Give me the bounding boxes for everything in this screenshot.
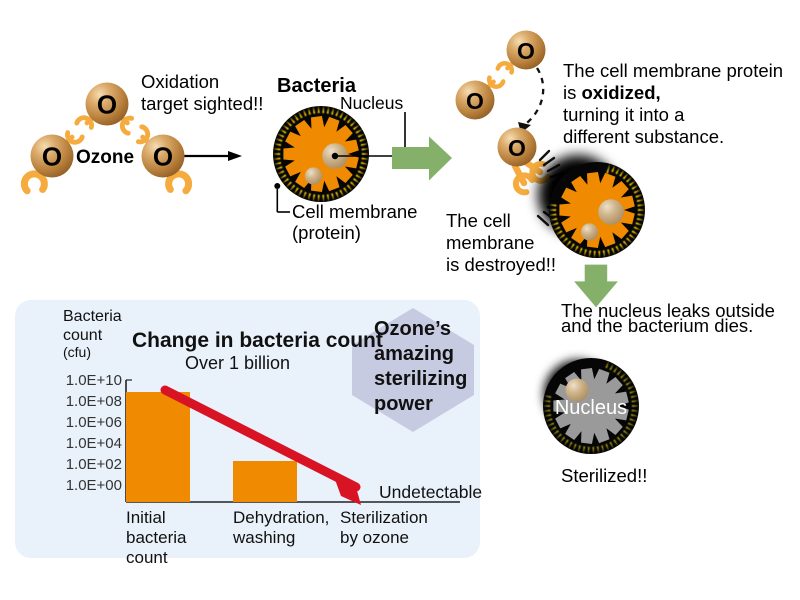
svg-text:Sterilized!!: Sterilized!!: [561, 465, 647, 486]
svg-text:membrane: membrane: [446, 232, 534, 253]
svg-text:O: O: [517, 38, 535, 64]
svg-text:Change in bacteria count: Change in bacteria count: [132, 329, 383, 352]
svg-text:Initial: Initial: [126, 508, 166, 527]
svg-text:Nucleus: Nucleus: [555, 397, 627, 419]
svg-text:Cell membrane: Cell membrane: [292, 201, 417, 222]
svg-text:Nucleus: Nucleus: [340, 93, 403, 113]
svg-text:1.0E+02: 1.0E+02: [66, 456, 122, 473]
svg-text:1.0E+04: 1.0E+04: [66, 435, 122, 452]
svg-text:target sighted!!: target sighted!!: [141, 93, 263, 114]
svg-text:O: O: [508, 135, 526, 161]
svg-text:is destroyed!!: is destroyed!!: [446, 254, 556, 275]
svg-text:and the bacterium dies.: and the bacterium dies.: [561, 315, 753, 336]
svg-text:The cell: The cell: [446, 210, 511, 231]
svg-text:Ozone’s: Ozone’s: [374, 318, 451, 340]
svg-text:count: count: [126, 548, 168, 567]
svg-text:is oxidized,: is oxidized,: [563, 82, 661, 103]
svg-text:1.0E+06: 1.0E+06: [66, 414, 122, 431]
svg-text:Undetectable: Undetectable: [379, 482, 482, 502]
svg-text:power: power: [374, 393, 433, 415]
svg-text:O: O: [42, 142, 62, 172]
svg-text:1.0E+10: 1.0E+10: [66, 372, 122, 389]
svg-text:Over 1 billion: Over 1 billion: [185, 353, 290, 373]
svg-text:O: O: [97, 90, 117, 120]
svg-text:O: O: [153, 142, 173, 172]
svg-text:different substance.: different substance.: [563, 126, 724, 147]
svg-text:by ozone: by ozone: [340, 528, 409, 547]
svg-text:turning it into a: turning it into a: [563, 104, 685, 125]
svg-text:1.0E+00: 1.0E+00: [66, 477, 122, 494]
svg-text:Sterilization: Sterilization: [340, 508, 428, 527]
svg-text:washing: washing: [232, 528, 295, 547]
svg-text:Dehydration,: Dehydration,: [233, 508, 329, 527]
svg-text:amazing: amazing: [374, 343, 454, 365]
svg-text:bacteria: bacteria: [126, 528, 187, 547]
svg-text:sterilizing: sterilizing: [374, 368, 467, 390]
svg-text:count: count: [63, 327, 103, 344]
svg-text:Ozone: Ozone: [76, 147, 134, 168]
svg-text:(protein): (protein): [292, 222, 361, 243]
svg-text:Bacteria: Bacteria: [63, 308, 122, 325]
svg-text:O: O: [466, 88, 484, 114]
svg-text:1.0E+08: 1.0E+08: [66, 393, 122, 410]
svg-text:The cell membrane protein: The cell membrane protein: [563, 60, 783, 81]
svg-text:(cfu): (cfu): [63, 344, 91, 360]
svg-text:Oxidation: Oxidation: [141, 71, 219, 92]
